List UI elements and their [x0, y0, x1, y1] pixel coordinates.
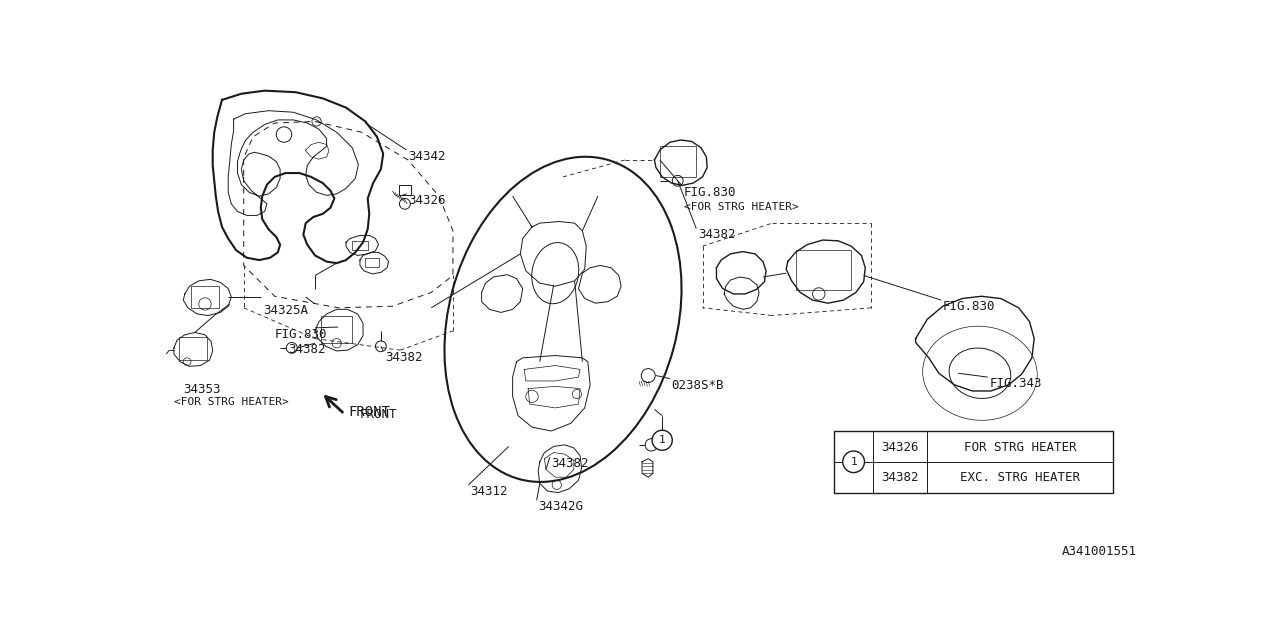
Bar — [321, 316, 352, 343]
Bar — [352, 241, 367, 250]
Text: 34325A: 34325A — [264, 304, 308, 317]
Text: FOR STRG HEATER: FOR STRG HEATER — [964, 441, 1076, 454]
Text: FIG.343: FIG.343 — [989, 377, 1042, 390]
Text: 34342G: 34342G — [538, 500, 584, 513]
Text: 1: 1 — [850, 457, 858, 467]
Text: 34326: 34326 — [882, 441, 919, 454]
Text: A341001551: A341001551 — [1061, 545, 1137, 558]
Circle shape — [842, 451, 864, 472]
Text: 34382: 34382 — [882, 470, 919, 484]
Text: <FOR STRG HEATER>: <FOR STRG HEATER> — [684, 202, 799, 212]
Text: FIG.830: FIG.830 — [943, 300, 996, 313]
Bar — [398, 184, 411, 195]
Text: 1: 1 — [659, 435, 666, 445]
Text: 34382: 34382 — [698, 228, 735, 241]
Bar — [191, 286, 219, 308]
Bar — [365, 258, 379, 267]
Text: 34382: 34382 — [552, 457, 589, 470]
Text: 34353: 34353 — [183, 383, 220, 396]
Bar — [835, 431, 1114, 493]
Text: FRONT: FRONT — [360, 408, 397, 421]
Circle shape — [652, 430, 672, 451]
Bar — [795, 250, 851, 290]
Text: FRONT: FRONT — [348, 404, 390, 419]
Text: 34382: 34382 — [385, 351, 422, 364]
Bar — [660, 146, 695, 177]
Text: <FOR STRG HEATER>: <FOR STRG HEATER> — [174, 397, 289, 407]
Text: FIG.830: FIG.830 — [275, 328, 328, 341]
Bar — [179, 337, 206, 360]
Text: FIG.830: FIG.830 — [684, 186, 736, 199]
Text: 34312: 34312 — [470, 485, 507, 498]
Text: 0238S*B: 0238S*B — [672, 379, 724, 392]
Text: 34342: 34342 — [408, 150, 445, 163]
Text: EXC. STRG HEATER: EXC. STRG HEATER — [960, 470, 1080, 484]
Text: 34326: 34326 — [408, 194, 445, 207]
Text: 34382: 34382 — [288, 343, 325, 356]
